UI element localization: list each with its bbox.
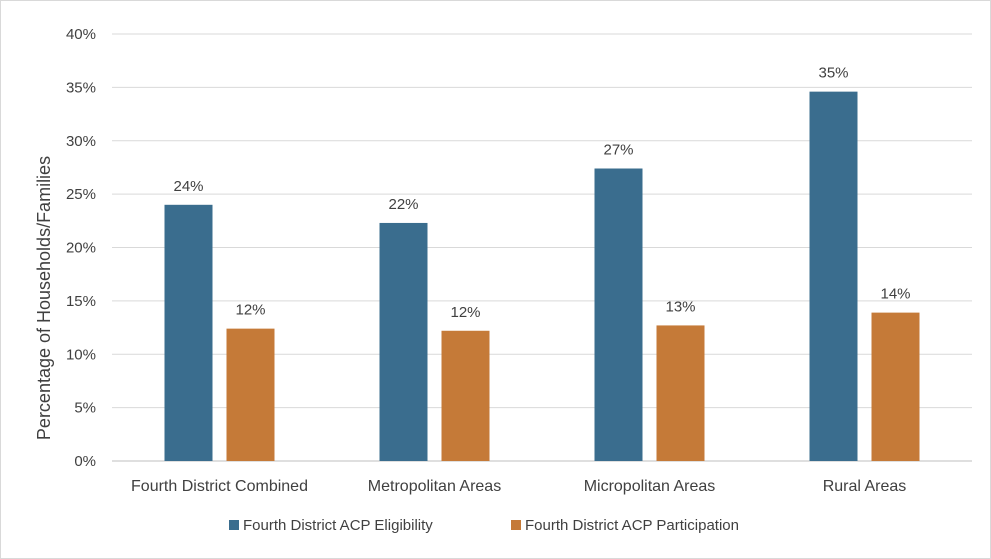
- bar-eligibility: [809, 91, 858, 462]
- bar-participation: [656, 325, 705, 461]
- bars: [164, 91, 920, 462]
- bar-eligibility: [379, 222, 428, 461]
- legend-label: Fourth District ACP Participation: [525, 517, 739, 534]
- data-label: 13%: [665, 298, 695, 315]
- data-label: 12%: [235, 302, 265, 319]
- y-tick-label: 35%: [66, 79, 96, 96]
- y-axis-ticks: 0% 5% 10% 15% 20% 25% 30% 35% 40%: [66, 26, 96, 470]
- data-label: 24%: [173, 178, 203, 195]
- y-tick-label: 0%: [74, 453, 96, 470]
- category-labels: Fourth District Combined Metropolitan Are…: [131, 478, 906, 495]
- category-label: Micropolitan Areas: [584, 478, 716, 495]
- bar-participation: [226, 328, 275, 461]
- y-tick-label: 5%: [74, 400, 96, 417]
- y-tick-label: 40%: [66, 26, 96, 43]
- legend: Fourth District ACP Eligibility Fourth Di…: [229, 517, 739, 534]
- bar-participation: [871, 312, 920, 461]
- y-tick-label: 10%: [66, 346, 96, 363]
- category-label: Fourth District Combined: [131, 478, 308, 495]
- data-labels: 24% 12% 22% 12% 27% 13% 35% 14%: [173, 65, 910, 321]
- y-axis-title: Percentage of Households/Families: [34, 156, 54, 440]
- bar-eligibility: [594, 168, 643, 461]
- data-label: 14%: [880, 286, 910, 303]
- data-label: 35%: [818, 65, 848, 82]
- legend-label: Fourth District ACP Eligibility: [243, 517, 433, 534]
- bar-participation: [441, 330, 490, 461]
- data-label: 27%: [603, 142, 633, 159]
- data-label: 22%: [388, 196, 418, 213]
- legend-swatch: [511, 520, 521, 530]
- y-tick-label: 25%: [66, 186, 96, 203]
- legend-swatch: [229, 520, 239, 530]
- y-tick-label: 15%: [66, 293, 96, 310]
- data-label: 12%: [450, 304, 480, 321]
- y-tick-label: 30%: [66, 133, 96, 150]
- category-label: Metropolitan Areas: [368, 478, 501, 495]
- y-tick-label: 20%: [66, 240, 96, 257]
- category-label: Rural Areas: [823, 478, 907, 495]
- bar-eligibility: [164, 204, 213, 462]
